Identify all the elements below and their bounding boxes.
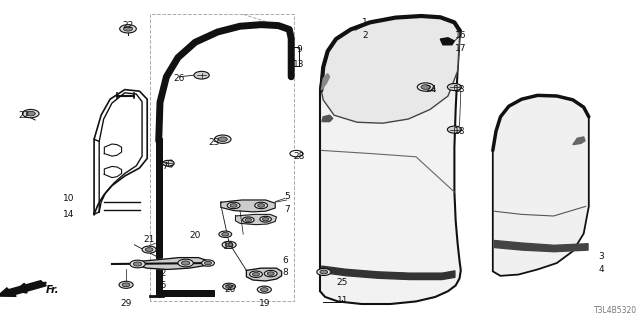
- Circle shape: [258, 204, 265, 207]
- Circle shape: [317, 268, 331, 276]
- Text: 23: 23: [209, 138, 220, 147]
- Text: 3: 3: [599, 252, 604, 261]
- Text: 24: 24: [425, 85, 436, 94]
- Circle shape: [133, 262, 142, 266]
- Polygon shape: [573, 137, 585, 145]
- Text: 29: 29: [120, 300, 132, 308]
- Text: 22: 22: [19, 111, 30, 120]
- Text: 20: 20: [225, 285, 236, 294]
- Circle shape: [194, 71, 209, 79]
- Polygon shape: [221, 200, 275, 212]
- Circle shape: [290, 150, 303, 157]
- Text: 19: 19: [223, 242, 235, 251]
- Circle shape: [245, 218, 252, 221]
- Text: 7: 7: [284, 205, 289, 214]
- Text: 6: 6: [282, 256, 287, 265]
- Circle shape: [264, 270, 277, 277]
- Circle shape: [145, 248, 153, 252]
- Text: 12: 12: [156, 269, 168, 278]
- Circle shape: [22, 109, 39, 118]
- Circle shape: [260, 216, 271, 222]
- Circle shape: [230, 204, 237, 207]
- Text: 13: 13: [293, 60, 305, 68]
- Text: 25: 25: [337, 278, 348, 287]
- Polygon shape: [321, 74, 330, 90]
- Circle shape: [447, 84, 461, 91]
- Polygon shape: [321, 16, 460, 123]
- Circle shape: [142, 246, 156, 253]
- Polygon shape: [246, 268, 282, 281]
- Circle shape: [223, 283, 236, 290]
- Text: T3L4B5320: T3L4B5320: [594, 306, 637, 315]
- Circle shape: [260, 288, 268, 292]
- Polygon shape: [493, 95, 589, 276]
- Circle shape: [250, 271, 262, 277]
- Text: 26: 26: [173, 74, 185, 83]
- Circle shape: [122, 283, 130, 287]
- Circle shape: [252, 273, 260, 276]
- Text: 9: 9: [296, 45, 301, 54]
- Circle shape: [320, 270, 328, 274]
- Circle shape: [26, 111, 35, 116]
- Circle shape: [421, 85, 430, 89]
- Circle shape: [219, 231, 232, 237]
- Text: 11: 11: [337, 296, 348, 305]
- Text: 8: 8: [282, 268, 287, 277]
- Text: 14: 14: [63, 210, 75, 219]
- Text: 5: 5: [284, 192, 289, 201]
- Circle shape: [417, 83, 434, 91]
- Text: 22: 22: [122, 21, 134, 30]
- Circle shape: [222, 241, 236, 248]
- Text: 4: 4: [599, 265, 604, 274]
- Text: Fr.: Fr.: [46, 285, 60, 295]
- Text: 28: 28: [293, 152, 305, 161]
- Circle shape: [214, 135, 231, 143]
- Text: 1: 1: [362, 18, 367, 27]
- Circle shape: [119, 281, 133, 288]
- Circle shape: [227, 202, 240, 209]
- Circle shape: [130, 260, 145, 268]
- Polygon shape: [134, 258, 208, 269]
- Text: 17: 17: [455, 44, 467, 53]
- Text: 16: 16: [455, 31, 467, 40]
- Circle shape: [163, 160, 174, 166]
- Polygon shape: [322, 115, 333, 122]
- Text: 19: 19: [259, 300, 270, 308]
- Polygon shape: [440, 38, 454, 45]
- Circle shape: [181, 261, 190, 265]
- Circle shape: [178, 259, 193, 267]
- Polygon shape: [320, 16, 461, 304]
- Circle shape: [255, 202, 268, 209]
- Text: 20: 20: [189, 231, 201, 240]
- Circle shape: [124, 27, 132, 31]
- Polygon shape: [236, 214, 276, 225]
- Text: 15: 15: [156, 281, 168, 290]
- Text: 10: 10: [63, 194, 75, 203]
- Circle shape: [226, 285, 233, 288]
- Text: 27: 27: [157, 162, 169, 171]
- Circle shape: [268, 272, 274, 275]
- Circle shape: [202, 260, 214, 266]
- FancyArrow shape: [0, 281, 46, 296]
- Circle shape: [262, 218, 269, 221]
- Text: 18: 18: [454, 85, 465, 94]
- Text: 18: 18: [454, 127, 465, 136]
- Text: 2: 2: [362, 31, 367, 40]
- Circle shape: [243, 217, 254, 223]
- Circle shape: [225, 243, 233, 247]
- Text: 21: 21: [143, 236, 155, 244]
- Circle shape: [447, 126, 461, 133]
- Circle shape: [257, 286, 271, 293]
- Circle shape: [120, 25, 136, 33]
- Circle shape: [205, 261, 211, 265]
- Circle shape: [218, 137, 227, 141]
- Circle shape: [221, 232, 229, 236]
